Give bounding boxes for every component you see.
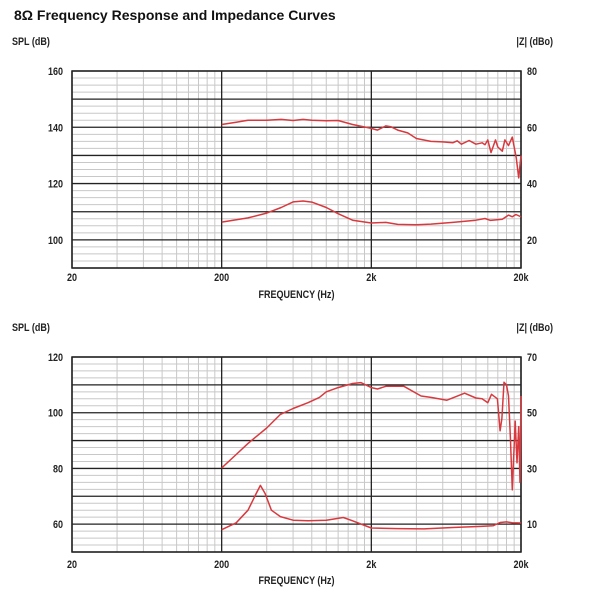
x-tick-label: 20 — [67, 559, 77, 571]
y2-tick-label: 50 — [527, 408, 537, 420]
y-tick-label: 120 — [48, 352, 63, 364]
x-tick-label: 200 — [214, 559, 229, 571]
y-tick-label: 100 — [48, 235, 63, 247]
x-axis-label: FREQUENCY (Hz) — [259, 289, 335, 301]
chart-title: 8Ω Frequency Response and Impedance Curv… — [14, 7, 336, 23]
y-tick-label: 80 — [53, 464, 63, 476]
impedance-curve — [221, 484, 522, 531]
y2-tick-label: 30 — [527, 464, 537, 476]
y-tick-label: 160 — [48, 66, 63, 78]
y-tick-label: 140 — [48, 123, 63, 135]
chart-2 — [71, 356, 522, 553]
x-tick-label: 200 — [214, 272, 229, 284]
y2-tick-label: 70 — [527, 352, 537, 364]
x-tick-label: 20k — [513, 559, 528, 571]
y2-tick-label: 20 — [527, 235, 537, 247]
y2-axis-label: |Z| (dBo) — [516, 36, 553, 48]
y2-tick-label: 10 — [527, 519, 537, 531]
spl-curve — [221, 118, 522, 179]
y2-tick-label: 40 — [527, 179, 537, 191]
chart-1 — [71, 70, 522, 269]
plot-frame — [71, 70, 522, 269]
x-tick-label: 20 — [67, 272, 77, 284]
y-axis-label: SPL (dB) — [12, 36, 50, 48]
y-tick-label: 60 — [53, 519, 63, 531]
y-tick-label: 120 — [48, 179, 63, 191]
x-tick-label: 2k — [366, 559, 376, 571]
impedance-curve — [221, 200, 522, 226]
spl-curve — [221, 381, 522, 491]
y-axis-label: SPL (dB) — [12, 322, 50, 334]
x-axis-label: FREQUENCY (Hz) — [259, 575, 335, 587]
x-tick-label: 2k — [366, 272, 376, 284]
x-tick-label: 20k — [513, 272, 528, 284]
y2-axis-label: |Z| (dBo) — [516, 322, 553, 334]
y2-tick-label: 60 — [527, 123, 537, 135]
y2-tick-label: 80 — [527, 66, 537, 78]
y-tick-label: 100 — [48, 408, 63, 420]
